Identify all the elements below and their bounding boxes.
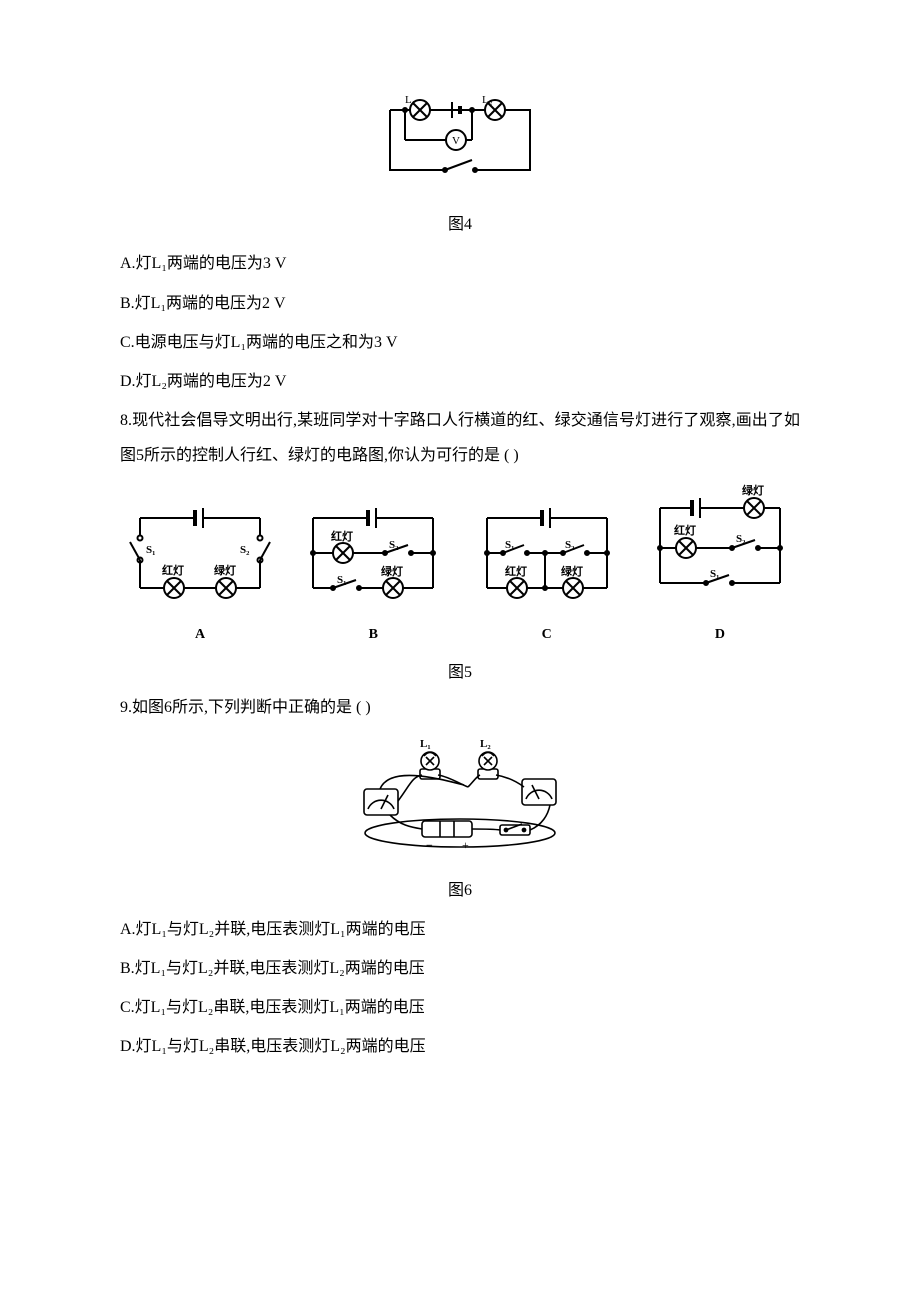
fig5c-s2: S₂ <box>565 539 575 551</box>
circuit-fig6: L₁ L₂ − + <box>350 725 570 855</box>
figure-5b: 红灯 S₂ S₁ 绿灯 B <box>293 498 453 652</box>
fig5d-red: 红灯 <box>674 523 696 537</box>
q9-option-b: B.灯L₁与灯L₂并联,电压表测灯L₂两端的电压 <box>120 951 800 986</box>
fig5a-red: 红灯 <box>162 563 184 577</box>
q9-option-c: C.灯L₁与灯L₂串联,电压表测灯L₁两端的电压 <box>120 990 800 1025</box>
fig5d-green: 绿灯 <box>742 483 764 497</box>
figure-4-caption: 图4 <box>120 207 800 242</box>
q7-option-d: D.灯L₂两端的电压为2 V <box>120 364 800 399</box>
fig5a-s1: S₁ <box>146 544 155 556</box>
fig5d-label: D <box>640 620 800 651</box>
fig5d-s1: S₁ <box>710 568 719 580</box>
fig5d-s2: S₂ <box>736 533 746 545</box>
fig5c-green: 绿灯 <box>561 564 583 578</box>
fig5a-green: 绿灯 <box>214 563 236 577</box>
fig4-l1-label: L₁ <box>405 94 416 106</box>
circuit-fig5b: 红灯 S₂ S₁ 绿灯 <box>293 498 453 608</box>
q7-option-c: C.电源电压与灯L₁两端的电压之和为3 V <box>120 325 800 360</box>
figure-5d: 绿灯 红灯 S₂ S₁ D <box>640 478 800 652</box>
fig5a-s2: S₂ <box>240 544 250 556</box>
fig4-v-label: V <box>452 135 460 147</box>
circuit-fig5a: S₁ S₂ 红灯 绿灯 <box>120 498 280 608</box>
page: L₁ L₂ V 图4 A.灯L₁两端的电压为3 V B.灯L₁两端的电压为2 V… <box>0 0 920 1302</box>
q9-option-a: A.灯L₁与灯L₂并联,电压表测灯L₁两端的电压 <box>120 912 800 947</box>
fig6-plus: + <box>462 838 469 852</box>
fig6-l1: L₁ <box>420 738 431 750</box>
fig5c-s1: S₁ <box>505 539 514 551</box>
circuit-fig5d: 绿灯 红灯 S₂ S₁ <box>640 478 800 608</box>
fig5b-s1: S₁ <box>337 574 346 586</box>
fig5b-red: 红灯 <box>331 529 353 543</box>
q8-text: 8.现代社会倡导文明出行,某班同学对十字路口人行横道的红、绿交通信号灯进行了观察… <box>120 403 800 473</box>
circuit-fig5c: S₁ S₂ 红灯 绿灯 <box>467 498 627 608</box>
figure-6: L₁ L₂ − + 图6 <box>120 725 800 907</box>
q7-option-a: A.灯L₁两端的电压为3 V <box>120 246 800 281</box>
fig4-l2-label: L₂ <box>482 94 493 106</box>
q9-option-d: D.灯L₁与灯L₂串联,电压表测灯L₂两端的电压 <box>120 1029 800 1064</box>
figure-6-caption: 图6 <box>120 873 800 908</box>
fig5b-green: 绿灯 <box>381 564 403 578</box>
fig5a-label: A <box>120 620 280 651</box>
circuit-fig4: L₁ L₂ V <box>360 90 560 190</box>
figure-5-caption: 图5 <box>120 655 800 690</box>
figure-5-row: S₁ S₂ 红灯 绿灯 A <box>120 478 800 652</box>
fig5c-red: 红灯 <box>505 564 527 578</box>
fig5b-s2: S₂ <box>389 539 399 551</box>
fig6-minus: − <box>426 838 433 852</box>
figure-4: L₁ L₂ V 图4 <box>120 90 800 242</box>
figure-5a: S₁ S₂ 红灯 绿灯 A <box>120 498 280 652</box>
fig6-l2: L₂ <box>480 738 491 750</box>
q9-text: 9.如图6所示,下列判断中正确的是 ( ) <box>120 690 800 725</box>
figure-5c: S₁ S₂ 红灯 绿灯 C <box>467 498 627 652</box>
q7-option-b: B.灯L₁两端的电压为2 V <box>120 286 800 321</box>
fig5c-label: C <box>467 620 627 651</box>
fig5b-label: B <box>293 620 453 651</box>
